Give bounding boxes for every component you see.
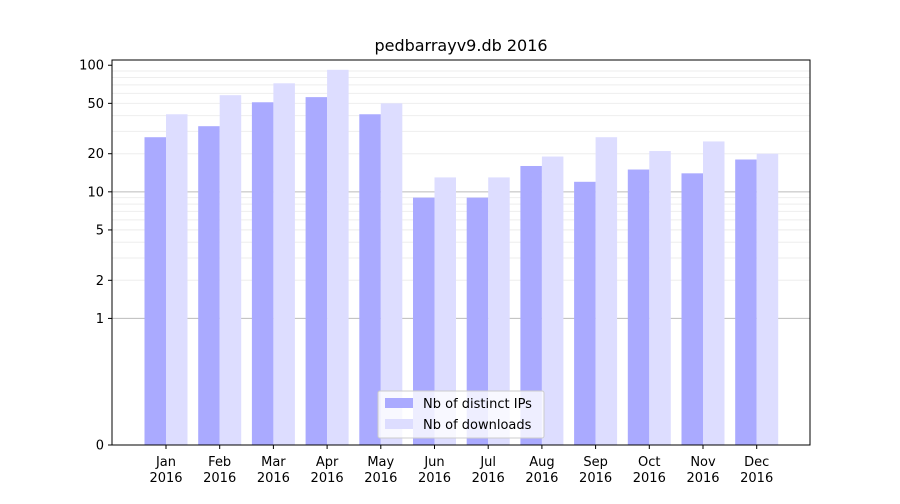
x-tick-label-year: 2016 [579,471,612,486]
bar-distinct-ips [627,169,650,445]
x-tick-label-year: 2016 [686,471,719,486]
x-tick-label-month: Oct [638,455,660,470]
y-tick-label: 10 [87,185,104,200]
x-tick-label-year: 2016 [149,471,182,486]
legend-box [377,390,545,439]
x-tick-label-year: 2016 [525,471,558,486]
x-tick-label-month: Mar [261,455,286,470]
x-tick-label-month: Jul [479,455,496,470]
y-tick-label: 50 [87,97,104,112]
x-tick-label-month: Dec [744,455,769,470]
bar-distinct-ips [735,159,757,445]
x-axis: Jan2016Feb2016Mar2016Apr2016May2016Jun20… [149,445,773,486]
x-tick-label-year: 2016 [203,471,236,486]
x-tick-label-month: Feb [208,455,231,470]
x-tick-label-month: May [367,455,394,470]
bar-downloads [434,177,456,446]
x-tick-label-year: 2016 [740,471,773,486]
y-tick-label: 1 [96,312,104,327]
x-tick-label-month: Jan [155,455,176,470]
bar-distinct-ips [305,97,328,446]
x-tick-label-year: 2016 [257,471,290,486]
bar-distinct-ips [520,165,542,446]
x-tick-label-year: 2016 [364,471,397,486]
y-axis: 0 1 2 5 10 20 50 100 [79,59,112,454]
y-tick-label: 5 [96,223,104,238]
legend: Nb of distinct IPs Nb of downloads [377,390,545,439]
x-tick-label-year: 2016 [418,471,451,486]
bars [144,69,779,446]
bar-downloads [541,156,564,446]
y-tick-label: 0 [96,439,104,454]
bar-downloads [595,137,618,446]
legend-swatch-ips [385,398,413,408]
bar-downloads [273,83,295,445]
bar-distinct-ips [681,173,703,445]
x-tick-label-month: Nov [690,455,716,470]
bar-distinct-ips [144,137,166,446]
bar-downloads [327,69,349,446]
x-tick-label-year: 2016 [311,471,344,486]
x-tick-label-month: Sep [583,455,608,470]
legend-swatch-downloads [385,419,413,429]
bar-downloads [380,103,403,445]
x-tick-label-year: 2016 [633,471,666,486]
bar-downloads [649,151,671,445]
x-tick-label-month: Apr [316,455,339,470]
bar-downloads [219,95,242,445]
bar-distinct-ips [251,102,274,445]
bar-downloads [756,153,779,446]
bar-downloads [488,177,510,446]
bar-distinct-ips [574,181,596,445]
legend-label-downloads: Nb of downloads [423,418,532,433]
y-tick-label: 100 [79,59,104,74]
y-tick-label: 20 [87,147,104,162]
bar-downloads [703,141,725,445]
bar-distinct-ips [359,114,381,445]
y-tick-label: 2 [96,274,104,289]
legend-label-ips: Nb of distinct IPs [423,397,532,412]
bar-distinct-ips [466,197,489,445]
bar-downloads [166,114,188,445]
plot-frame [111,59,811,446]
bar-distinct-ips [198,126,220,446]
x-tick-label-year: 2016 [472,471,505,486]
bar-distinct-ips [413,197,435,445]
x-tick-label-month: Jun [423,455,444,470]
x-tick-label-month: Aug [529,455,554,470]
chart-title: pedbarrayv9.db 2016 [374,36,547,55]
